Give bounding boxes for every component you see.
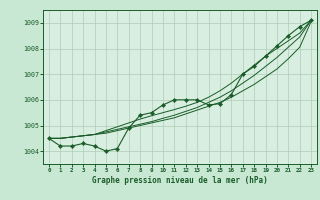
X-axis label: Graphe pression niveau de la mer (hPa): Graphe pression niveau de la mer (hPa) bbox=[92, 176, 268, 185]
